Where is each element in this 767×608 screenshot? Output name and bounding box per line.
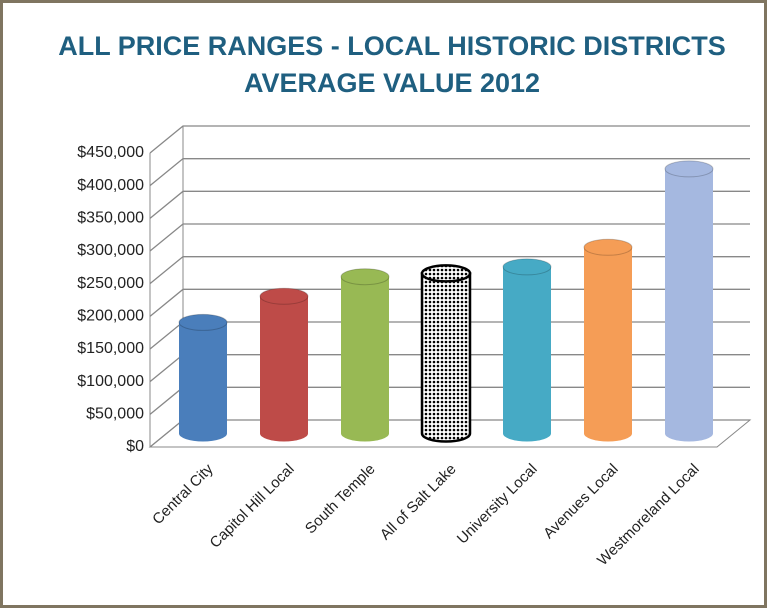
bar-top (664, 160, 714, 178)
grid-line (149, 223, 750, 252)
y-tick-label: $250,000 (77, 275, 144, 292)
y-tick-label: $0 (126, 438, 144, 455)
bar-top (178, 313, 228, 331)
bar-body (420, 272, 472, 443)
bar-top (420, 264, 472, 283)
bar-top (259, 287, 309, 305)
y-tick-label: $200,000 (77, 308, 144, 325)
bar-top (502, 258, 552, 276)
bar-body (665, 168, 713, 442)
grid-line (149, 158, 750, 187)
bar-body (503, 266, 551, 442)
y-tick-label: $450,000 (77, 144, 144, 161)
bar-body (584, 247, 632, 442)
bar (420, 264, 472, 443)
grid-line (149, 190, 750, 219)
grid-line (149, 256, 750, 285)
grid-line (149, 125, 750, 154)
bar (502, 258, 552, 442)
chart-title: AVERAGE VALUE 2012 (244, 68, 540, 98)
y-tick-label: $350,000 (77, 210, 144, 227)
bar-body (341, 276, 389, 442)
y-tick-label: $400,000 (77, 177, 144, 194)
bar-body (260, 296, 308, 442)
bar-top (340, 268, 390, 286)
bar (664, 160, 714, 442)
bar (259, 287, 309, 442)
y-tick-label: $150,000 (77, 340, 144, 357)
bar (340, 268, 390, 442)
bar-body (179, 322, 227, 442)
chart-title: ALL PRICE RANGES - LOCAL HISTORIC DISTRI… (58, 31, 726, 61)
bar-top (583, 238, 633, 256)
bar (178, 313, 228, 442)
y-tick-label: $50,000 (86, 406, 144, 423)
y-tick-label: $300,000 (77, 242, 144, 259)
y-tick-label: $100,000 (77, 373, 144, 390)
grid-line (149, 288, 750, 317)
bar (583, 238, 633, 442)
